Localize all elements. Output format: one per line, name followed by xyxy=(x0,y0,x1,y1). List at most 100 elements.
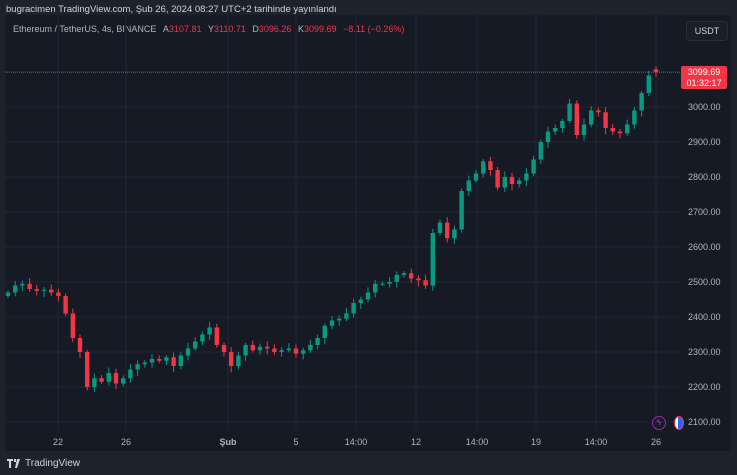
candle-body xyxy=(185,348,191,356)
candle-body xyxy=(567,103,572,121)
candle-body xyxy=(365,292,371,300)
candle-body xyxy=(574,103,579,135)
candle-body xyxy=(560,121,565,128)
candle-body xyxy=(401,273,407,275)
candle-body xyxy=(653,69,659,73)
candle-body xyxy=(49,289,54,293)
candle-body xyxy=(236,355,241,366)
candle-body xyxy=(373,283,378,293)
x-tick-label: 12 xyxy=(411,437,421,447)
candle-body xyxy=(41,289,47,291)
candle-body xyxy=(77,338,83,352)
candle-body xyxy=(286,348,291,351)
candle-body xyxy=(416,278,421,281)
candle-body xyxy=(178,355,183,366)
open-label: A xyxy=(162,24,169,34)
economic-event-flag-icon[interactable] xyxy=(674,416,684,430)
candle-body xyxy=(279,350,284,352)
candle-body xyxy=(589,110,594,125)
last-price-tag: 3099.69 01:32:17 xyxy=(681,66,727,89)
candle-body xyxy=(409,273,414,279)
candle-body xyxy=(502,177,507,188)
candle-body xyxy=(308,345,313,351)
last-price: 3099.69 xyxy=(687,67,721,77)
close-value: 3099.69 xyxy=(303,24,337,34)
candle-body xyxy=(423,280,428,286)
candle-body xyxy=(243,345,248,356)
x-tick-label: 26 xyxy=(651,437,661,447)
y-tick-label: 2300.00 xyxy=(688,347,721,357)
candle-body xyxy=(437,222,443,233)
candles xyxy=(5,66,659,392)
candle-body xyxy=(214,327,219,345)
tradingview-logo-icon xyxy=(7,459,20,468)
high-label: Y xyxy=(207,24,214,34)
candle-body xyxy=(337,318,342,321)
y-tick-label: 3000.00 xyxy=(688,102,721,112)
candle-body xyxy=(459,191,464,230)
candle-body xyxy=(56,292,61,296)
candle-body xyxy=(646,75,651,93)
candle-body xyxy=(157,359,162,361)
candle-body xyxy=(92,378,97,387)
candle-body xyxy=(466,180,471,191)
candle-body xyxy=(481,161,486,174)
lightning-event-icon[interactable]: ϟ xyxy=(652,416,666,430)
y-tick-label: 2700.00 xyxy=(688,207,721,217)
candle-body xyxy=(322,325,327,338)
symbol-legend: Ethereum / TetherUS, 4s, BINANCE A3107.8… xyxy=(13,24,404,34)
candle-body xyxy=(625,124,630,134)
x-tick-label: 22 xyxy=(53,437,63,447)
candle-body xyxy=(531,159,536,174)
tradingview-logo: TradingView xyxy=(7,458,80,469)
candle-body xyxy=(344,313,349,319)
candle-body xyxy=(128,369,133,379)
candle-body xyxy=(380,283,385,285)
candle-body xyxy=(639,93,644,111)
x-tick-label: 14:00 xyxy=(585,437,608,447)
candle-body xyxy=(229,352,234,366)
time-axis: 22 26 Şub 5 14:00 12 14:00 19 14:00 26 xyxy=(53,437,661,447)
low-value: 3096.26 xyxy=(258,24,292,34)
x-tick-label: 26 xyxy=(121,437,131,447)
x-tick-label: Şub xyxy=(220,437,238,447)
y-tick-label: 2500.00 xyxy=(688,277,721,287)
candle-body xyxy=(113,373,119,384)
candle-body xyxy=(358,299,363,303)
y-tick-label: 2400.00 xyxy=(688,312,721,322)
candle-body xyxy=(20,283,25,286)
candle-body xyxy=(473,173,479,181)
candle-body xyxy=(293,348,299,354)
candle-body xyxy=(430,233,435,286)
candle-body xyxy=(221,345,227,352)
candle-body xyxy=(106,373,111,382)
brand-name: TradingView xyxy=(25,458,81,469)
x-tick-label: 14:00 xyxy=(466,437,489,447)
candle-body xyxy=(596,110,601,113)
candle-body xyxy=(538,142,543,160)
candle-body xyxy=(617,131,623,134)
published-caption: bugracimen TradingView.com, Şub 26, 2024… xyxy=(6,4,337,15)
candle-body xyxy=(553,128,558,132)
grid xyxy=(5,15,680,430)
open-value: 3107.81 xyxy=(168,24,202,34)
change-value: −8.11 (−0.26%) xyxy=(343,24,405,34)
candle-body xyxy=(610,128,615,132)
candle-body xyxy=(351,303,356,314)
low-label: D xyxy=(252,24,259,34)
y-tick-label: 2600.00 xyxy=(688,242,721,252)
currency-button[interactable]: USDT xyxy=(686,21,728,41)
price-axis: 3000.00 2900.00 2800.00 2700.00 2600.00 2500.… xyxy=(688,102,721,427)
candle-body xyxy=(387,282,392,284)
high-value: 3110.71 xyxy=(214,24,246,34)
candle-body xyxy=(207,327,212,335)
candle-body xyxy=(545,131,551,142)
candle-body xyxy=(632,110,637,125)
candle-body xyxy=(394,275,399,282)
x-tick-label: 19 xyxy=(531,437,541,447)
candle-body xyxy=(329,320,335,326)
candle-body xyxy=(27,283,32,289)
candle-body xyxy=(85,352,90,387)
bar-countdown: 01:32:17 xyxy=(686,77,722,88)
